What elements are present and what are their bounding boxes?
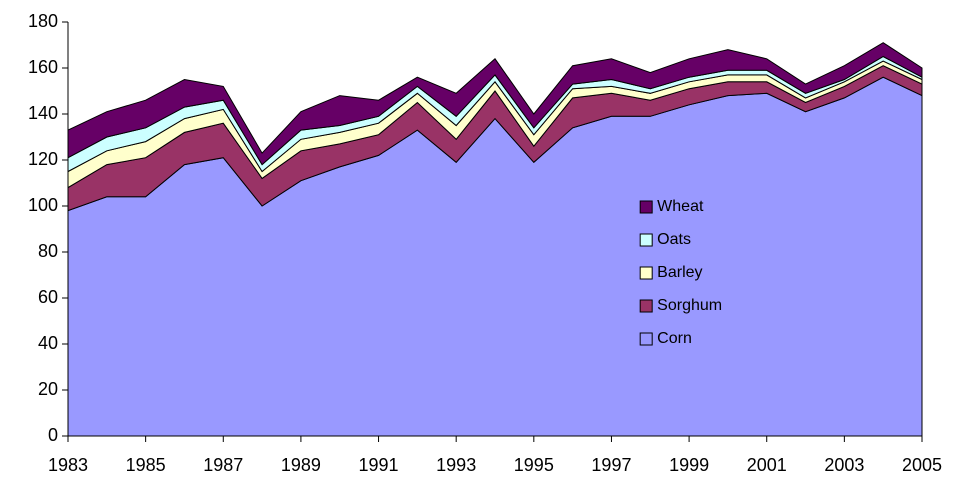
x-tick-label: 1985 <box>126 455 166 475</box>
y-tick-label: 120 <box>28 149 58 169</box>
y-tick-label: 140 <box>28 103 58 123</box>
x-tick-label: 1997 <box>591 455 631 475</box>
legend-swatch <box>639 200 653 214</box>
x-tick-label: 2003 <box>824 455 864 475</box>
legend-swatch <box>639 266 653 280</box>
x-tick-label: 1999 <box>669 455 709 475</box>
legend: Wheat Oats Barley Sorghum Corn <box>639 198 722 347</box>
x-tick-label: 2001 <box>747 455 787 475</box>
y-tick-label: 100 <box>28 195 58 215</box>
y-tick-label: 20 <box>38 379 58 399</box>
x-tick-label: 1991 <box>359 455 399 475</box>
y-tick-label: 160 <box>28 57 58 77</box>
legend-label: Oats <box>657 231 691 248</box>
legend-swatch <box>639 299 653 313</box>
legend-label: Corn <box>657 330 692 347</box>
legend-label: Barley <box>657 264 702 281</box>
y-tick-label: 40 <box>38 333 58 353</box>
x-tick-label: 1987 <box>203 455 243 475</box>
x-tick-label: 1989 <box>281 455 321 475</box>
x-tick-label: 2005 <box>902 455 942 475</box>
x-tick-label: 1983 <box>48 455 88 475</box>
legend-swatch <box>639 233 653 247</box>
x-tick-label: 1993 <box>436 455 476 475</box>
area <box>67 42 923 166</box>
x-tick-label: 1995 <box>514 455 554 475</box>
y-tick-label: 80 <box>38 241 58 261</box>
legend-label: Wheat <box>657 198 704 215</box>
y-tick-label: 180 <box>28 11 58 31</box>
legend-label: Sorghum <box>657 297 722 314</box>
y-tick-label: 0 <box>48 425 58 445</box>
y-tick-label: 60 <box>38 287 58 307</box>
legend-swatch <box>639 332 653 346</box>
